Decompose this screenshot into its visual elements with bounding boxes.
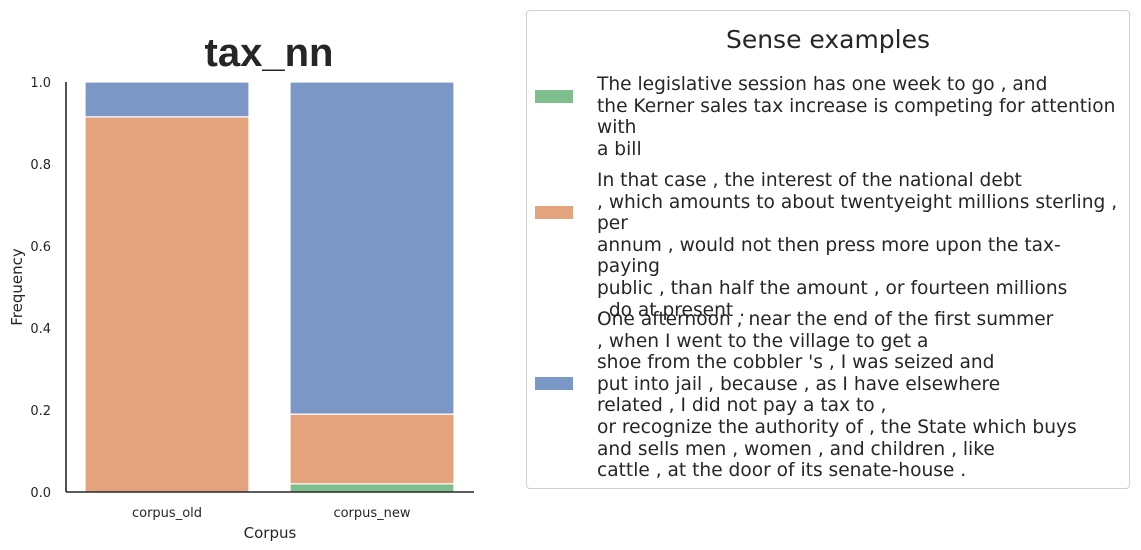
y-tick-label: 1.0: [30, 76, 51, 91]
legend: Sense examples The legislative session h…: [526, 10, 1130, 489]
chart-title: tax_nn: [205, 31, 334, 75]
y-tick-label: 0.4: [30, 322, 51, 337]
bar-segment: [84, 116, 250, 493]
x-tick-label: corpus_old: [132, 506, 202, 521]
y-ticks-group: 0.0 0.2 0.4 0.6 0.8 1.0: [30, 76, 51, 501]
bar-segment: [84, 81, 250, 118]
y-tick-label: 0.0: [30, 486, 51, 501]
bar-segment: [289, 483, 455, 493]
stacked-bar-chart: tax_nn 0.00.20.40.60.81.0 corpus_old corp…: [8, 31, 474, 542]
legend-text: In that case , the interest of the natio…: [597, 170, 1118, 321]
x-axis-label: Corpus: [244, 524, 297, 542]
y-axis-label: Frequency: [8, 248, 26, 326]
x-tick-label: corpus_new: [333, 506, 410, 521]
legend-text: The legislative session has one week to …: [597, 74, 1116, 160]
y-tick-label: 0.8: [30, 158, 51, 173]
legend-swatch: [535, 377, 573, 390]
legend-swatch: [535, 90, 573, 103]
y-tick-label: 0.6: [30, 240, 51, 255]
legend-text: One afternoon , near the end of the firs…: [597, 309, 1077, 482]
bars-group: [84, 81, 455, 493]
x-ticks-group: corpus_old corpus_new: [132, 506, 411, 521]
bar-segment: [289, 413, 455, 485]
y-tick-label: 0.2: [30, 404, 51, 419]
legend-swatch: [535, 206, 573, 219]
legend-title: Sense examples: [725, 25, 931, 54]
bar-segment: [289, 81, 455, 415]
